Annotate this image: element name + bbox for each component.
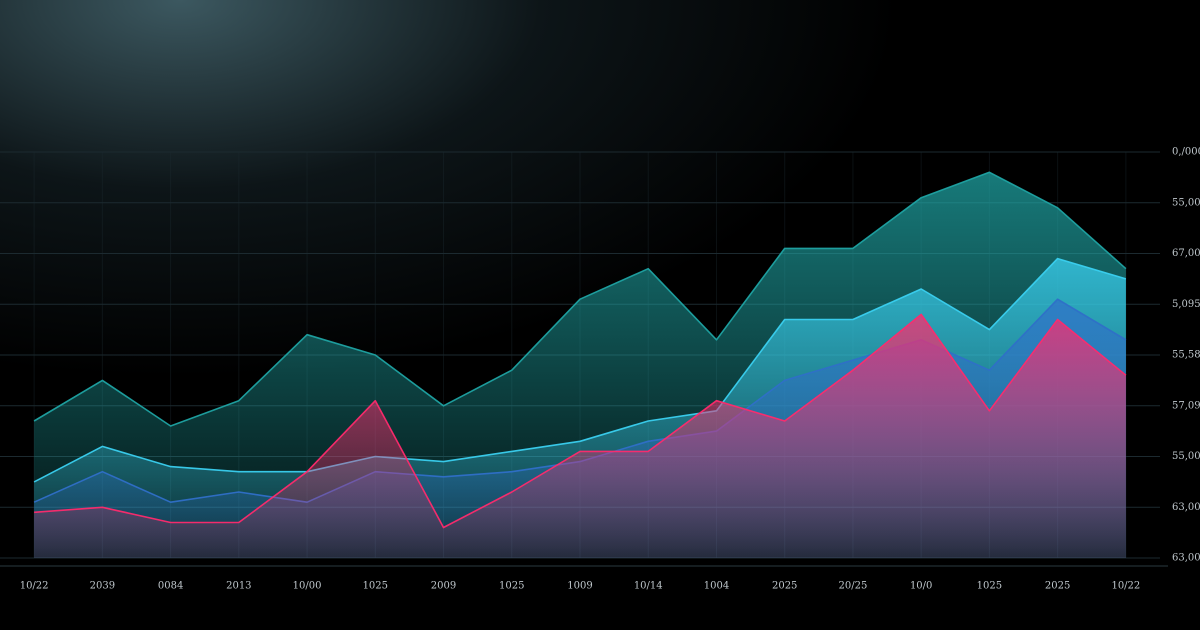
x-tick-label: 1009 bbox=[567, 581, 592, 592]
x-tick-label: 10/14 bbox=[634, 581, 663, 592]
x-tick-label: 10/00 bbox=[293, 581, 322, 592]
x-tick-label: 2025 bbox=[772, 581, 797, 592]
x-tick-label: 1025 bbox=[499, 581, 524, 592]
y-tick-label: 5,095 bbox=[1172, 299, 1200, 310]
line bbox=[34, 313, 1127, 529]
y-tick-label: 57,095 bbox=[1172, 400, 1200, 411]
y-tick-label: 55,003 bbox=[1172, 197, 1200, 208]
x-tick-label: 20/25 bbox=[839, 581, 868, 592]
x-tick-label: 10/22 bbox=[20, 581, 49, 592]
line bbox=[33, 171, 1127, 427]
x-tick-label: 1004 bbox=[704, 581, 729, 592]
x-tick-label: 10/22 bbox=[1111, 581, 1140, 592]
x-tick-label: 1025 bbox=[363, 581, 388, 592]
y-tick-label: 55,004 bbox=[1172, 451, 1200, 462]
x-tick-label: 2009 bbox=[431, 581, 456, 592]
x-tick-label: 1025 bbox=[977, 581, 1002, 592]
y-tick-label: 55,585 bbox=[1172, 350, 1200, 361]
x-tick-label: 0084 bbox=[158, 581, 183, 592]
x-tick-label: 2013 bbox=[226, 581, 251, 592]
y-tick-label: 67,000 bbox=[1172, 248, 1200, 259]
x-tick-label: 2025 bbox=[1045, 581, 1070, 592]
line bbox=[33, 257, 1127, 483]
y-tick-label: 63,000 bbox=[1172, 502, 1200, 513]
labels: 63,000 63,000 55,004 57,095 55,585 5,095 67,00… bbox=[20, 147, 1200, 592]
areas bbox=[33, 171, 1127, 559]
y-tick-label: 63,000 bbox=[1172, 553, 1200, 564]
x-tick-label: 10/0 bbox=[910, 581, 932, 592]
area bbox=[34, 314, 1126, 558]
x-tick-label: 2039 bbox=[90, 581, 115, 592]
y-tick-label: 0,/000 bbox=[1172, 147, 1200, 158]
